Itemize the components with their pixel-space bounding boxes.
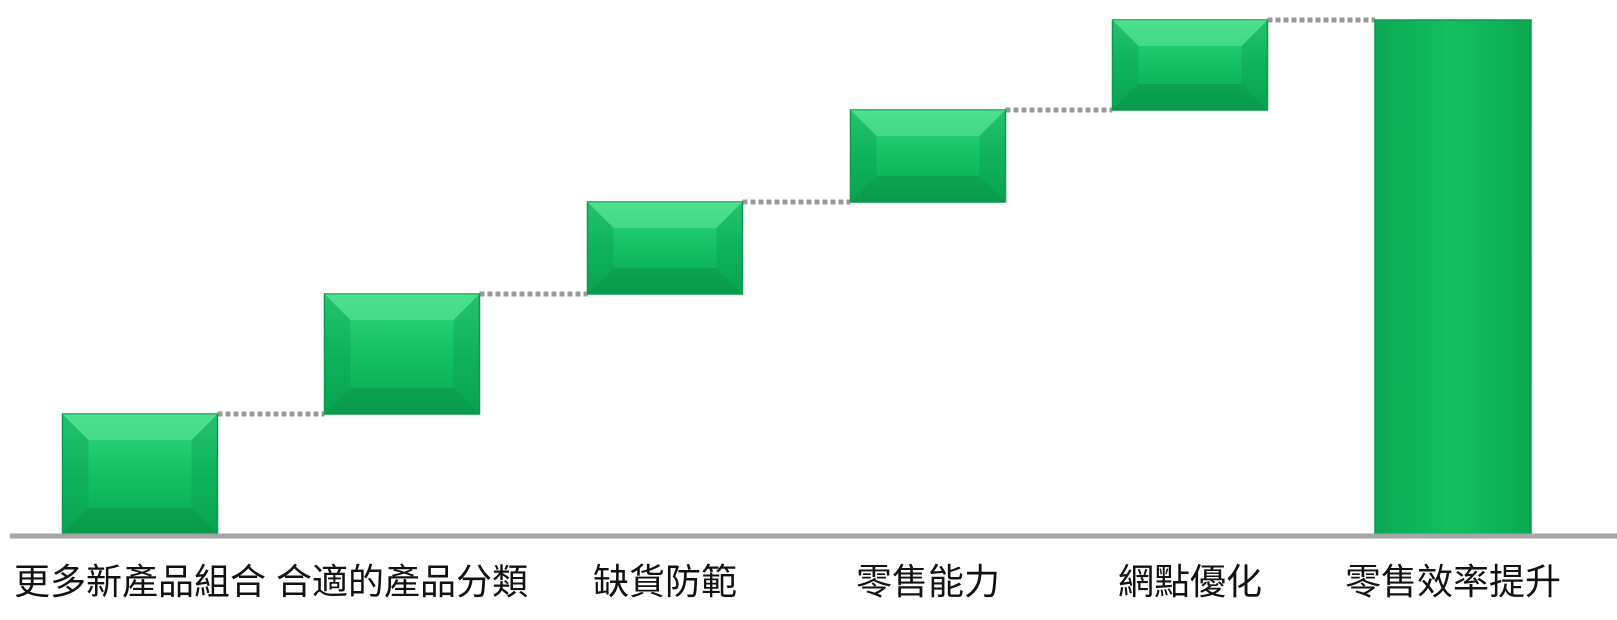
bar-1 — [61, 413, 219, 535]
bar-bevel-bottom — [62, 508, 218, 534]
category-label: 合適的產品分類 — [276, 562, 528, 603]
category-label: 更多新產品組合 — [14, 562, 266, 603]
bar-bevel-right — [1241, 20, 1268, 110]
bar-bevel-top — [1112, 20, 1268, 46]
bar-bevel-right — [453, 294, 480, 414]
bar-2 — [323, 293, 481, 415]
bar-bevel-left — [62, 414, 89, 534]
bar-3 — [586, 201, 744, 295]
bar-4 — [849, 109, 1007, 203]
category-label: 缺貨防範 — [593, 562, 737, 603]
bar-5 — [1111, 19, 1269, 111]
bar-bevel-left — [587, 202, 614, 294]
bar-bevel-bottom — [850, 176, 1006, 202]
category-label: 零售效率提升 — [1345, 562, 1561, 603]
bar-bevel-bottom — [1112, 84, 1268, 110]
bar-bevel-top — [62, 414, 218, 440]
bar-6 — [1374, 19, 1532, 535]
bar-bevel-top — [850, 110, 1006, 136]
bars — [61, 19, 1532, 535]
bar-bevel-bottom — [587, 268, 743, 294]
connector-lines — [217, 17, 1375, 417]
category-labels: 更多新產品組合 合適的產品分類 缺貨防範 零售能力 網點優化 零售效率提升 — [14, 562, 1561, 603]
bar-bevel-left — [850, 110, 877, 202]
bar-bevel-top — [324, 294, 480, 320]
bar-bevel-bottom — [324, 388, 480, 414]
bar-bevel-left — [324, 294, 351, 414]
bar-bevel-right — [191, 414, 218, 534]
bar-bevel-right — [979, 110, 1006, 202]
total-bar — [1374, 19, 1532, 535]
bar-bevel-left — [1112, 20, 1139, 110]
bar-bevel-top — [587, 202, 743, 228]
bar-bevel-right — [716, 202, 743, 294]
category-label: 零售能力 — [856, 562, 1000, 603]
category-label: 網點優化 — [1118, 562, 1262, 603]
